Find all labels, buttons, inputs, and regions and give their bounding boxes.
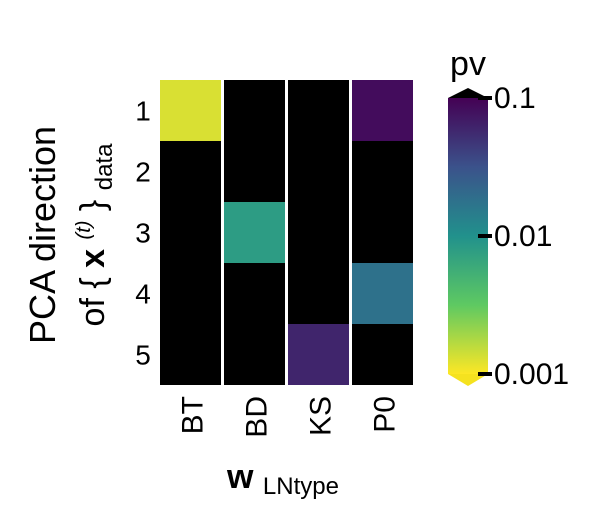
colorbar-under-extension — [448, 374, 488, 386]
column-tick-labels: BT BD KS P0 — [177, 396, 402, 438]
heatmap-cell-p0-4 — [352, 263, 413, 324]
colorbar-tick-label: 0.1 — [494, 82, 536, 115]
colorbar-tick-label: 0.001 — [494, 358, 569, 391]
x-axis-label: w LNtype — [226, 458, 339, 500]
colorbar-ticks: 0.1 0.01 0.001 — [478, 82, 569, 391]
heatmap-cell-ks-5 — [288, 324, 349, 385]
colorbar-tick-label: 0.01 — [494, 220, 552, 253]
row-label-1: 1 — [135, 96, 151, 127]
row-label-5: 5 — [135, 340, 151, 371]
heatmap-cell-p0-1 — [352, 80, 413, 141]
column-label-p0: P0 — [369, 396, 402, 433]
colorbar: 0.1 0.01 0.001 pv — [448, 45, 569, 391]
column-label-bd: BD — [241, 396, 274, 438]
colorbar-title: pv — [450, 45, 486, 83]
column-label-bt: BT — [177, 396, 210, 434]
y-axis-label-line2: of { x (t) } data — [60, 143, 118, 327]
heatmap-cells — [160, 80, 413, 385]
heatmap-cell-bt-1 — [160, 80, 221, 141]
y-label-prefix: of { — [74, 277, 112, 326]
row-label-4: 4 — [135, 279, 151, 310]
row-tick-labels: 1 2 3 4 5 — [135, 96, 151, 371]
y-label-subscript: data — [91, 143, 118, 190]
y-axis-label-line1: PCA direction — [22, 126, 63, 344]
y-label-bold-x: x — [74, 249, 112, 268]
y-label-superscript: (t) — [73, 221, 95, 240]
row-label-3: 3 — [135, 218, 151, 249]
x-label-bold-w: w — [226, 458, 254, 496]
column-label-ks: KS — [305, 396, 338, 436]
colorbar-over-extension — [448, 88, 488, 98]
row-label-2: 2 — [135, 157, 151, 188]
heatmap-cell-bd-3 — [224, 202, 285, 263]
y-label-suffix: } — [74, 200, 112, 211]
x-label-subscript: LNtype — [263, 473, 339, 500]
